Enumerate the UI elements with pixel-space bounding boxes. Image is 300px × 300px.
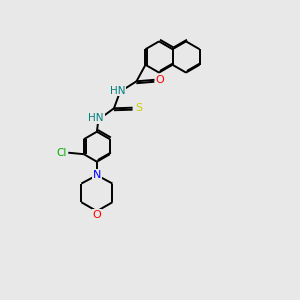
Text: HN: HN	[88, 113, 104, 124]
Text: O: O	[155, 75, 164, 85]
Text: O: O	[92, 210, 101, 220]
Text: N: N	[93, 170, 101, 180]
Text: Cl: Cl	[56, 148, 67, 158]
Text: HN: HN	[110, 85, 125, 96]
Text: S: S	[135, 103, 142, 113]
